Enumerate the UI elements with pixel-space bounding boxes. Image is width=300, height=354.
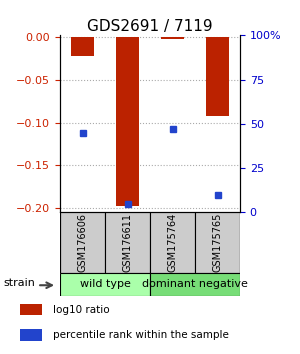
Bar [20, 304, 42, 315]
Bar [71, 37, 94, 56]
Text: percentile rank within the sample: percentile rank within the sample [53, 330, 229, 340]
Text: GSM175765: GSM175765 [212, 213, 223, 272]
Bar [206, 37, 229, 116]
Text: strain: strain [3, 278, 35, 288]
Text: GSM175764: GSM175764 [167, 213, 178, 272]
Bar [116, 37, 139, 206]
FancyBboxPatch shape [60, 212, 105, 273]
FancyBboxPatch shape [60, 273, 150, 296]
Title: GDS2691 / 7119: GDS2691 / 7119 [87, 19, 213, 34]
Text: dominant negative: dominant negative [142, 279, 248, 289]
Bar [20, 329, 42, 341]
FancyBboxPatch shape [150, 273, 240, 296]
Text: log10 ratio: log10 ratio [53, 305, 110, 315]
Bar [161, 37, 184, 39]
Text: wild type: wild type [80, 279, 130, 289]
FancyBboxPatch shape [150, 212, 195, 273]
FancyBboxPatch shape [105, 212, 150, 273]
Text: GSM176611: GSM176611 [122, 213, 133, 272]
FancyBboxPatch shape [195, 212, 240, 273]
Text: GSM176606: GSM176606 [77, 213, 88, 272]
